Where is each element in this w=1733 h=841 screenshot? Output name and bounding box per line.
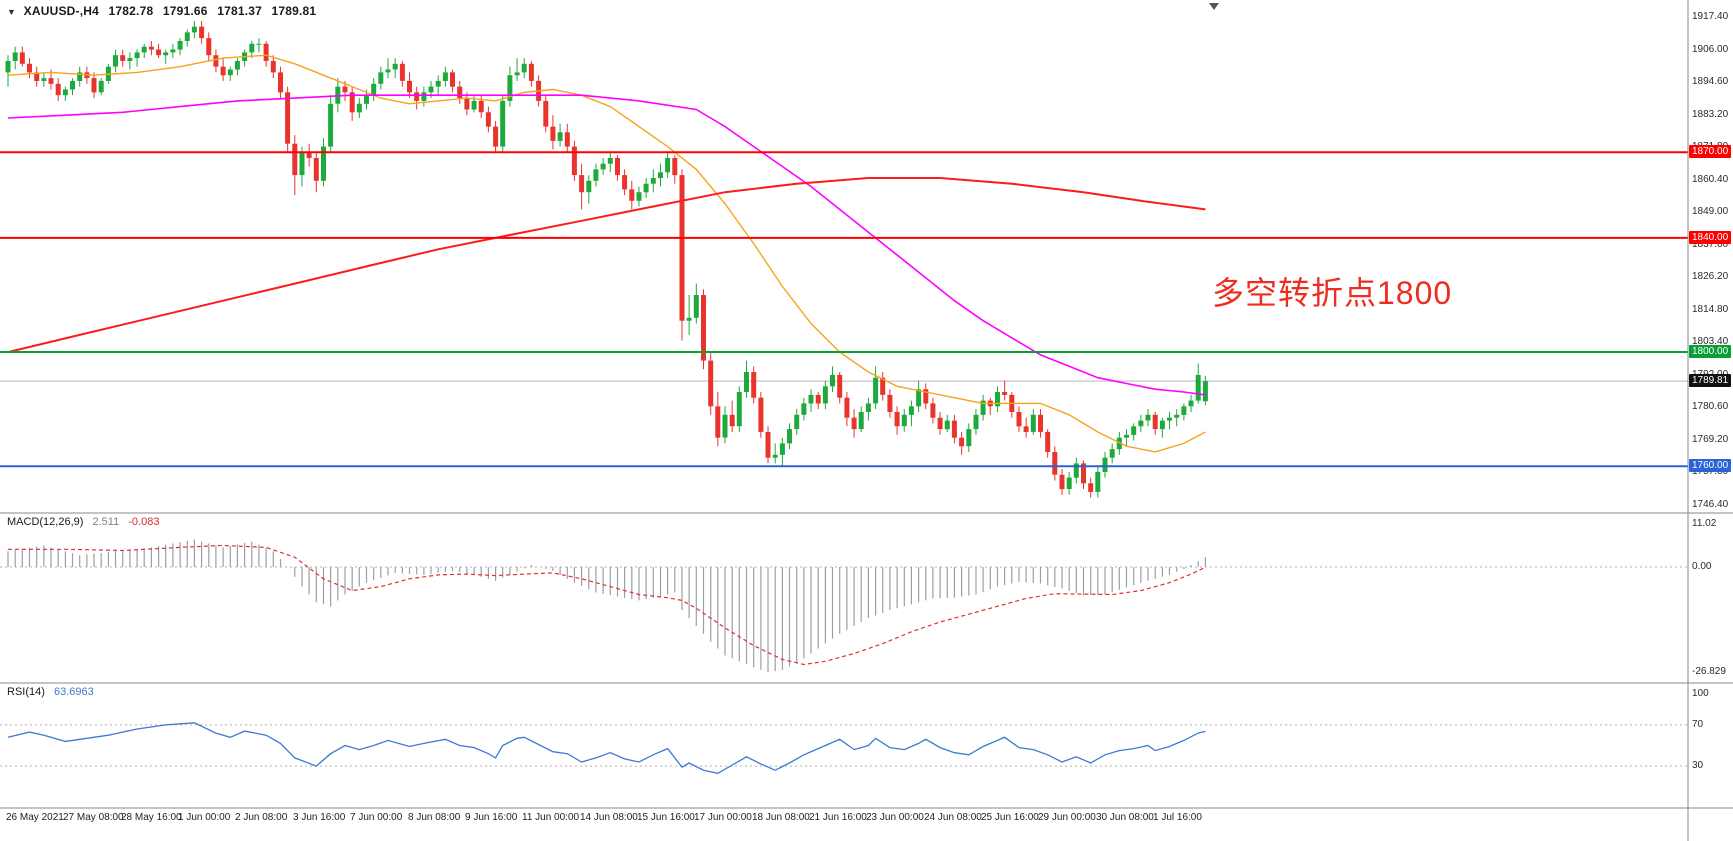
time-label: 2 Jun 08:00 [235, 812, 288, 823]
ohlc-close: 1789.81 [271, 4, 317, 18]
ohlc-open: 1782.78 [108, 4, 154, 18]
macd-axis-label: 0.00 [1692, 561, 1712, 572]
price-badge-1760.00: 1760.00 [1689, 459, 1732, 472]
rsi-axis-label: 70 [1692, 719, 1704, 730]
macd-main-value: 2.511 [92, 516, 120, 528]
bid-price-badge: 1789.81 [1689, 374, 1732, 387]
shift-marker-icon[interactable] [1209, 3, 1219, 10]
time-label: 11 Jun 00:00 [522, 812, 580, 823]
candles-layer [5, 20, 1208, 498]
price-tick-label: 1814.80 [1692, 304, 1729, 315]
price-tick-label: 1837.60 [1692, 239, 1729, 250]
macd-header: MACD(12,26,9) 2.511 -0.083 [7, 516, 159, 528]
time-label: 26 May 2021 [6, 812, 64, 823]
price-tick-label: 1906.00 [1692, 44, 1729, 55]
ma-fast-line [7, 54, 1206, 453]
price-badge-1870.00: 1870.00 [1689, 145, 1732, 158]
macd-axis-label: 11.02 [1692, 518, 1717, 529]
macd-axis-label: -26.829 [1692, 666, 1726, 677]
price-tick-label: 1746.40 [1692, 499, 1729, 510]
rsi-axis-label: 30 [1692, 760, 1704, 771]
chart-title-bar: ▼ XAUUSD-,H4 1782.78 1791.66 1781.37 178… [7, 4, 322, 18]
price-tick-label: 1860.40 [1692, 174, 1729, 185]
rsi-header: RSI(14) 63.6963 [7, 686, 94, 698]
time-label: 24 Jun 08:00 [924, 812, 982, 823]
price-tick-label: 1849.00 [1692, 206, 1729, 217]
price-tick-label: 1803.40 [1692, 336, 1729, 347]
symbol-period-label: XAUUSD-,H4 [23, 4, 99, 18]
price-badge-1800.00: 1800.00 [1689, 345, 1732, 358]
time-label: 15 Jun 16:00 [637, 812, 695, 823]
time-label: 18 Jun 08:00 [752, 812, 810, 823]
time-label: 25 Jun 16:00 [981, 812, 1039, 823]
macd-signal-value: -0.083 [128, 516, 160, 528]
time-label: 21 Jun 16:00 [809, 812, 867, 823]
price-tick-label: 1883.20 [1692, 109, 1729, 120]
price-badge-1840.00: 1840.00 [1689, 231, 1732, 244]
time-label: 17 Jun 00:00 [694, 812, 752, 823]
ohlc-low: 1781.37 [217, 4, 262, 18]
price-tick-label: 1780.60 [1692, 401, 1729, 412]
ma-slow-line [7, 177, 1206, 354]
rsi-line [7, 722, 1206, 774]
time-label: 27 May 08:00 [63, 812, 124, 823]
macd-histogram [7, 539, 1207, 673]
price-tick-label: 1826.20 [1692, 271, 1729, 282]
price-tick-label: 1769.20 [1692, 434, 1729, 445]
macd-label: MACD(12,26,9) [7, 516, 84, 528]
time-label: 14 Jun 08:00 [580, 812, 638, 823]
time-label: 7 Jun 00:00 [350, 812, 403, 823]
rsi-label: RSI(14) [7, 686, 45, 698]
time-label: 1 Jun 00:00 [178, 812, 231, 823]
time-label: 8 Jun 08:00 [408, 812, 461, 823]
price-tick-label: 1894.60 [1692, 76, 1729, 87]
ma-mid-line [7, 94, 1206, 396]
time-label: 23 Jun 00:00 [866, 812, 924, 823]
chart-expander-icon[interactable]: ▼ [7, 7, 17, 17]
time-label: 29 Jun 00:00 [1038, 812, 1096, 823]
time-label: 9 Jun 16:00 [465, 812, 518, 823]
price-tick-label: 1917.40 [1692, 11, 1729, 22]
rsi-value: 63.6963 [53, 686, 94, 698]
time-label: 3 Jun 16:00 [293, 812, 346, 823]
ohlc-high: 1791.66 [162, 4, 208, 18]
time-label: 30 Jun 08:00 [1096, 812, 1154, 823]
text-annotation: 多空转折点1800 [1212, 275, 1453, 311]
time-label: 28 May 16:00 [121, 812, 182, 823]
rsi-axis-label: 100 [1692, 688, 1709, 699]
time-label: 1 Jul 16:00 [1153, 812, 1202, 823]
